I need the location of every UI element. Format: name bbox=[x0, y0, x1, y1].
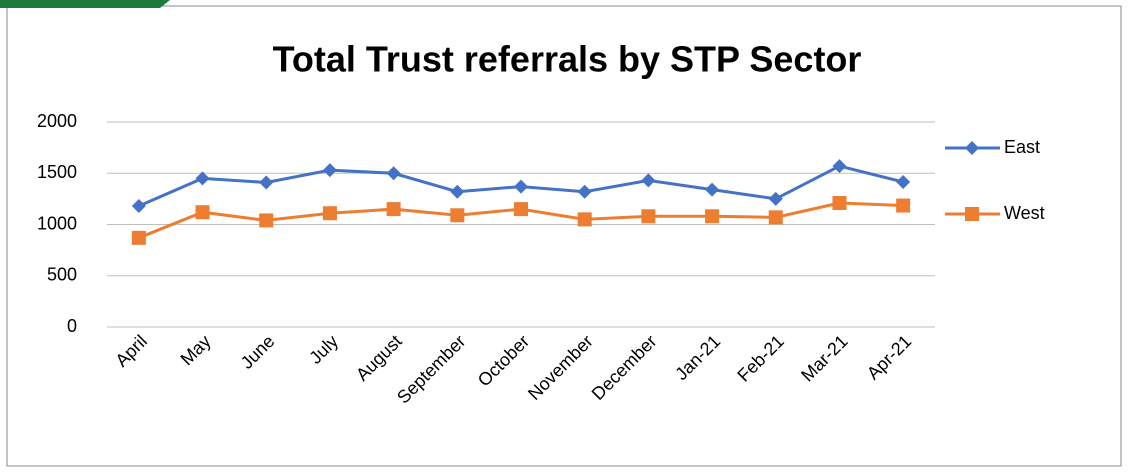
point bbox=[386, 202, 401, 217]
legend-marker bbox=[965, 207, 979, 221]
point bbox=[195, 171, 210, 186]
point bbox=[577, 184, 592, 199]
chart-title: Total Trust referrals by STP Sector bbox=[273, 39, 862, 80]
logo-fragment bbox=[0, 0, 170, 8]
legend-label: West bbox=[1004, 203, 1045, 223]
y-tick-label: 0 bbox=[67, 316, 77, 336]
point bbox=[450, 184, 465, 199]
point bbox=[322, 163, 337, 178]
point bbox=[832, 195, 847, 210]
y-tick-label: 1500 bbox=[37, 162, 77, 182]
point bbox=[195, 205, 210, 220]
point bbox=[514, 179, 528, 194]
point bbox=[386, 166, 401, 181]
point bbox=[641, 209, 656, 224]
legend-marker bbox=[965, 141, 979, 155]
point bbox=[896, 198, 911, 213]
point bbox=[768, 191, 783, 206]
point bbox=[705, 182, 720, 197]
point bbox=[832, 159, 847, 174]
point bbox=[705, 209, 720, 224]
point bbox=[577, 212, 592, 227]
point bbox=[450, 208, 465, 223]
point bbox=[896, 174, 911, 189]
point bbox=[322, 206, 337, 221]
point bbox=[641, 173, 656, 188]
point bbox=[131, 199, 146, 214]
point bbox=[259, 175, 274, 190]
y-tick-label: 500 bbox=[47, 265, 77, 285]
point bbox=[514, 202, 528, 217]
y-tick-label: 1000 bbox=[37, 213, 77, 233]
point bbox=[768, 210, 783, 225]
point bbox=[131, 230, 146, 245]
legend-label: East bbox=[1004, 137, 1040, 157]
y-tick-label: 2000 bbox=[37, 111, 77, 131]
chart-border bbox=[6, 5, 1122, 467]
point bbox=[259, 213, 274, 228]
